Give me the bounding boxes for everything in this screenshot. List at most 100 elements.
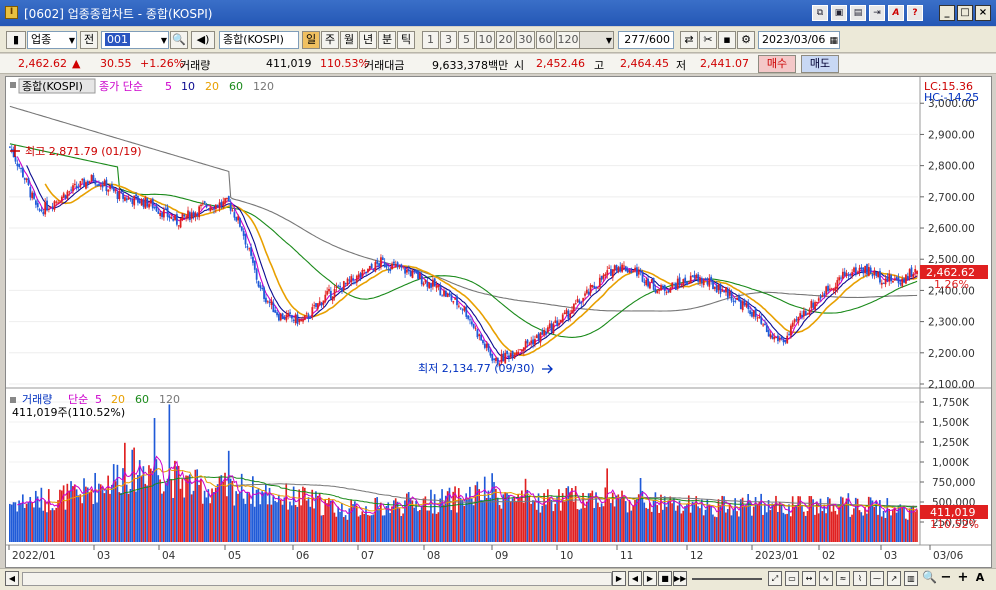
disk-icon[interactable]: ▪: [718, 31, 736, 49]
date-input[interactable]: 2023/03/06 ▦: [758, 31, 840, 49]
play-icon[interactable]: ▶: [643, 571, 657, 586]
close-icon[interactable]: ×: [975, 5, 991, 21]
volume-bar: [36, 496, 39, 542]
volume-bar: [424, 496, 427, 542]
speed-slider[interactable]: [692, 578, 762, 580]
print-icon[interactable]: ▤: [850, 5, 866, 21]
count-input[interactable]: 277/600: [618, 31, 674, 49]
candle-body: [851, 272, 854, 276]
bar-icon[interactable]: ≈: [836, 571, 850, 586]
buy-button[interactable]: 매수: [758, 55, 796, 73]
grid-icon[interactable]: ▥: [904, 571, 918, 586]
stretch-icon[interactable]: ↔: [802, 571, 816, 586]
candle-body: [263, 287, 265, 299]
volume-bar: [849, 516, 852, 542]
scroll-right-icon[interactable]: ▶: [612, 571, 626, 586]
period-2[interactable]: 월: [340, 31, 358, 49]
fast-forward-icon[interactable]: ▶▶: [673, 571, 687, 586]
candle-icon[interactable]: ⌇: [853, 571, 867, 586]
rise-icon[interactable]: ↗: [887, 571, 901, 586]
volume-bar: [500, 508, 503, 542]
zoom-icon[interactable]: 🔍: [922, 570, 937, 584]
chart-svg[interactable]: 3,000.00 2,900.00 2,800.00 2,700.00 2,600.00…: [6, 77, 991, 567]
candle-body: [617, 267, 620, 272]
candle-body: [580, 302, 583, 304]
candle-body: [793, 319, 796, 323]
stop-icon[interactable]: ■: [658, 571, 672, 586]
minimize-icon[interactable]: _: [939, 5, 955, 21]
export-icon[interactable]: ⇥: [869, 5, 885, 21]
candle-body: [856, 272, 859, 274]
shrink-icon[interactable]: ▭: [785, 571, 799, 586]
interval-30[interactable]: 30: [516, 31, 535, 49]
cross-icon[interactable]: ⇄: [680, 31, 698, 49]
volume-bar: [354, 501, 356, 542]
interval-custom[interactable]: ▼: [576, 31, 614, 49]
settings-icon[interactable]: ⚙: [737, 31, 755, 49]
candle-body: [391, 263, 393, 270]
candle-body: [697, 274, 700, 282]
volume-bar: [92, 504, 95, 542]
volume-bar: [383, 515, 386, 542]
zoom-fit-icon[interactable]: ⤢: [768, 571, 782, 586]
volume-bar: [114, 481, 117, 542]
candle-body: [500, 353, 503, 363]
candle-body: [333, 288, 336, 298]
maximize-icon[interactable]: □: [957, 5, 973, 21]
volume-bar: [856, 498, 859, 542]
code-input[interactable]: 001 ▼: [101, 31, 169, 49]
interval-60[interactable]: 60: [536, 31, 555, 49]
help-icon[interactable]: ?: [907, 5, 923, 21]
volume-bar: [582, 492, 584, 542]
area-icon[interactable]: ⁓: [870, 571, 884, 586]
zoom-in-icon[interactable]: +: [957, 570, 969, 585]
search-icon[interactable]: 🔍: [170, 31, 188, 49]
interval-3[interactable]: 3: [440, 31, 457, 49]
candle-body: [465, 306, 468, 317]
period-4[interactable]: 분: [378, 31, 396, 49]
category-select[interactable]: 업종 ▼: [27, 31, 77, 49]
candle-body: [161, 212, 163, 218]
pin-icon[interactable]: ▮: [6, 31, 26, 49]
chart-area[interactable]: 3,000.00 2,900.00 2,800.00 2,700.00 2,600.00…: [5, 76, 992, 568]
candle-body: [758, 316, 761, 318]
link-icon[interactable]: ⧉: [812, 5, 828, 21]
period-1[interactable]: 주: [321, 31, 339, 49]
volume-bar: [161, 493, 163, 542]
volume-bar: [604, 487, 607, 542]
font-size-icon[interactable]: A: [975, 571, 985, 584]
interval-5[interactable]: 5: [458, 31, 475, 49]
high-annotation: 최고 2,871.79 (01/19): [25, 145, 142, 158]
volume-bar: [320, 515, 323, 542]
volume-bar: [396, 501, 399, 542]
volume-bar: [639, 478, 642, 542]
play-back-icon[interactable]: ◀: [628, 571, 642, 586]
interval-120[interactable]: 120: [556, 31, 580, 49]
candle-body: [174, 215, 176, 221]
period-0[interactable]: 일: [302, 31, 320, 49]
prev-button[interactable]: 전: [80, 31, 98, 49]
interval-1[interactable]: 1: [422, 31, 439, 49]
candle-body: [784, 340, 787, 343]
candle-body: [582, 297, 585, 302]
scrollbar-track[interactable]: [22, 572, 612, 586]
sell-button[interactable]: 매도: [801, 55, 839, 73]
font-icon[interactable]: A: [888, 5, 904, 21]
volume-bar: [771, 503, 774, 542]
period-3[interactable]: 년: [359, 31, 377, 49]
period-5[interactable]: 틱: [397, 31, 415, 49]
tools-icon[interactable]: ✂: [699, 31, 717, 49]
interval-20[interactable]: 20: [496, 31, 515, 49]
line-icon[interactable]: ∿: [819, 571, 833, 586]
volume-bar: [285, 483, 288, 542]
toolbar: ▮ 업종 ▼ 전 001 ▼ 🔍 ◀) 종합(KOSPI) ▼ 277/600 ⇄ …: [0, 27, 996, 53]
candle-body: [498, 363, 501, 366]
speaker-icon[interactable]: ◀): [191, 31, 215, 49]
save-image-icon[interactable]: ▣: [831, 5, 847, 21]
price-legend-icon: [10, 82, 16, 88]
candle-body: [14, 156, 17, 162]
interval-10[interactable]: 10: [476, 31, 495, 49]
amount-value: 9,633,378백만: [432, 59, 509, 72]
zoom-out-icon[interactable]: −: [940, 570, 952, 585]
scroll-left-icon[interactable]: ◀: [5, 571, 19, 586]
